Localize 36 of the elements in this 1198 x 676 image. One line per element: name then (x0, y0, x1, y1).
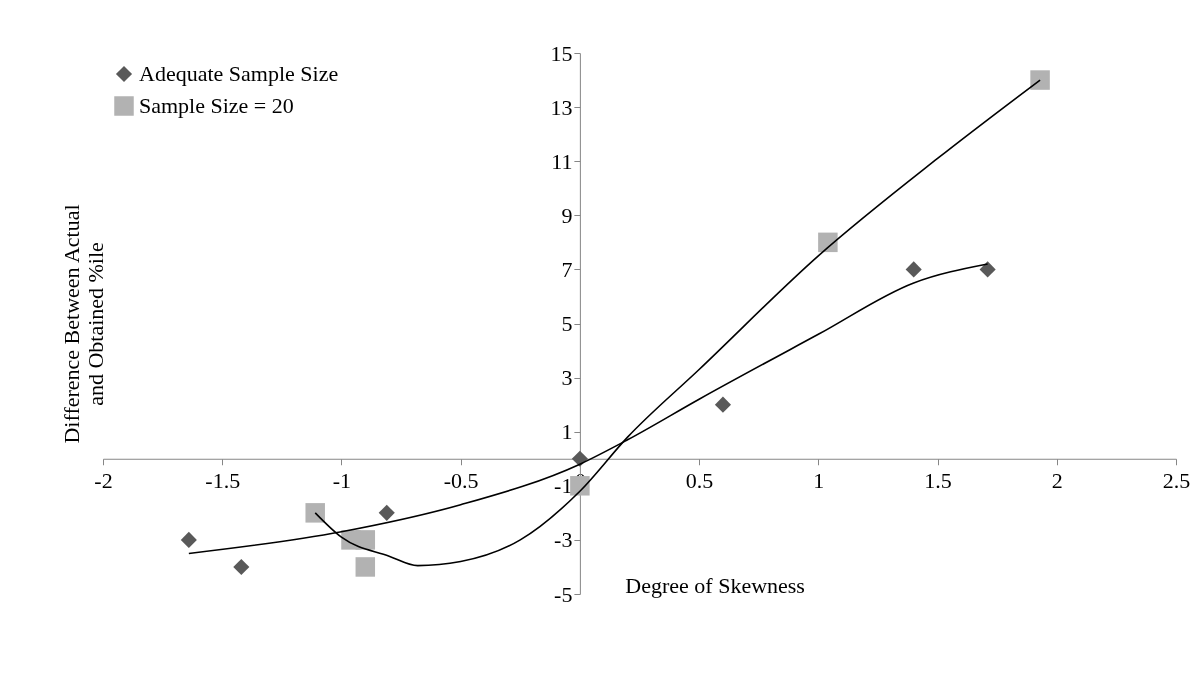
x-tick-label: -2 (94, 468, 113, 494)
x-tick-label: -1.5 (205, 468, 241, 494)
point (1030, 70, 1050, 90)
y-tick-label: 13 (550, 94, 573, 120)
x-tick-label: 0.5 (685, 468, 714, 494)
y-tick-label: 9 (561, 202, 573, 228)
point (355, 530, 376, 550)
x-tick-label: 1.5 (924, 468, 952, 494)
y-tick-label: -3 (554, 527, 573, 553)
point (905, 261, 922, 278)
legend-label: Adequate Sample Size (139, 61, 339, 86)
y-tick-label: 7 (561, 256, 573, 282)
point (979, 261, 996, 278)
point (570, 476, 590, 496)
y-tick-label: 5 (561, 311, 573, 336)
y-tick-label: -5 (554, 581, 573, 607)
y-tick-label: 11 (551, 148, 573, 174)
y-tick-label: 3 (561, 365, 573, 391)
x-tick-label: 2.5 (1162, 468, 1191, 494)
x-tick-label: -1 (332, 468, 352, 494)
x-tick-label: -0.5 (443, 468, 479, 494)
x-tick-label: 1 (813, 468, 825, 494)
point (378, 504, 395, 521)
point (714, 396, 732, 413)
point (818, 232, 838, 253)
point (180, 531, 197, 548)
point (571, 450, 588, 467)
point (305, 503, 325, 523)
legend-label: Sample Size = 20 (139, 93, 294, 118)
y-axis-title: Difference Between Actual and Obtained %ile (58, 204, 108, 444)
x-tick-label: 2 (1051, 468, 1063, 494)
y-tick-label: 15 (550, 40, 573, 66)
y-tick-label: 1 (561, 419, 573, 445)
point (355, 557, 376, 577)
point (233, 558, 250, 576)
x-axis-title: Degree of Skewness (625, 572, 805, 598)
